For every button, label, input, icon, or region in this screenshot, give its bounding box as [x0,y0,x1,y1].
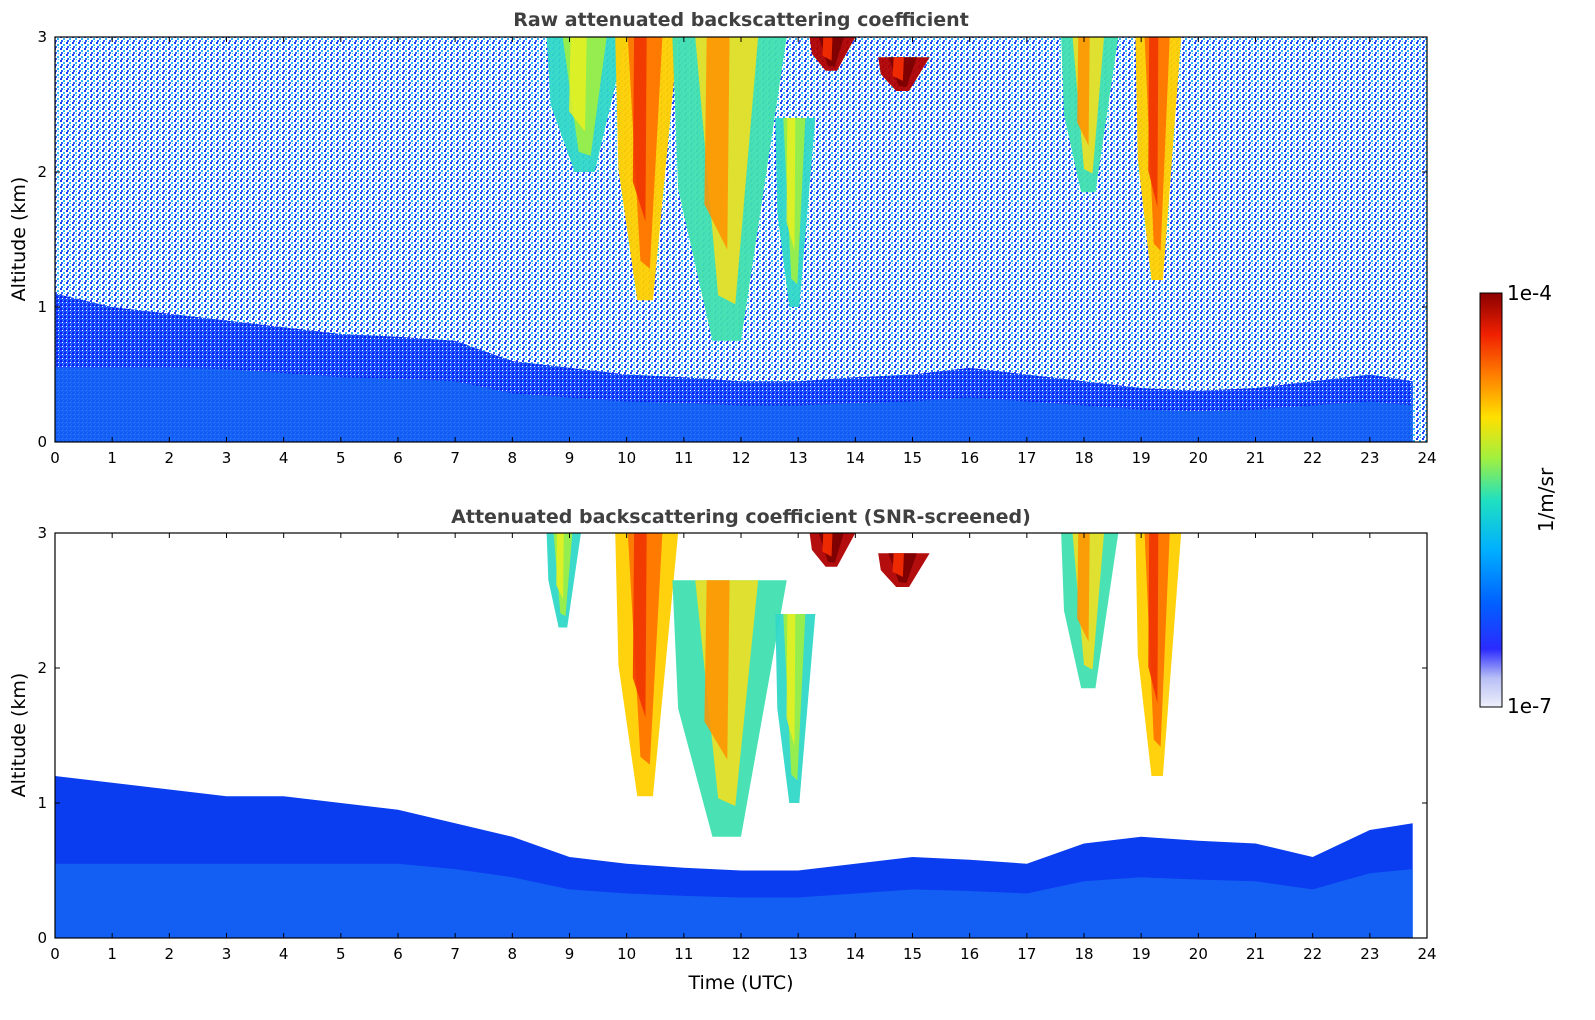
panel-title: Attenuated backscattering coefficient (S… [451,506,1031,528]
x-tick-label: 1 [107,449,117,467]
x-tick-label: 11 [674,945,693,963]
x-tick-label: 4 [279,945,289,963]
cloud-peak [569,37,587,132]
x-tick-label: 14 [846,945,865,963]
x-tick-label: 23 [1360,945,1379,963]
y-tick-label: 1 [37,298,47,316]
x-tick-label: 17 [1017,945,1036,963]
x-tick-label: 14 [846,449,865,467]
x-tick-label: 9 [565,945,575,963]
x-tick-label: 1 [107,945,117,963]
colorbar-unit-label: 1/m/sr [1534,467,1558,532]
colorbar-min-label: 1e-7 [1507,694,1552,718]
cloud-layer [546,533,1182,837]
snr-screened-panel: Attenuated backscattering coefficient (S… [8,506,1437,994]
x-tick-label: 17 [1017,449,1036,467]
x-tick-labels: 0 1 2 3 4 5 6 7 8 9 10 11 12 13 14 15 16 17 18 19 20 21 22 23 24 [50,533,1437,963]
cloud-peak [1148,37,1159,208]
cloud-peak [892,553,904,577]
x-tick-label: 7 [450,449,460,467]
boundary-layer [55,776,1413,938]
cloud-peak [1148,533,1159,704]
x-tick-label: 11 [674,449,693,467]
y-axis-label: Altitude (km) [8,673,30,798]
x-tick-label: 16 [960,449,979,467]
near-surface-layer [55,367,1413,442]
x-tick-label: 20 [1189,945,1208,963]
x-tick-label: 16 [960,945,979,963]
cloud-peak [822,533,833,557]
x-tick-label: 3 [222,449,232,467]
colorbar: 1e-4 1e-7 1/m/sr [1479,281,1558,718]
x-tick-label: 23 [1360,449,1379,467]
x-tick-label: 18 [1074,945,1093,963]
y-tick-label: 2 [37,163,47,181]
boundary-layer [55,293,1413,442]
x-tick-label: 13 [789,945,808,963]
cloud-peak [1077,37,1090,146]
x-tick-label: 8 [508,449,518,467]
plot-area [55,37,1427,442]
y-tick-label: 3 [37,28,47,46]
cloud-peak [1077,533,1090,642]
x-tick-label: 12 [731,945,750,963]
x-tick-label: 0 [50,449,60,467]
near-surface-layer [55,863,1413,938]
x-tick-label: 19 [1132,449,1151,467]
x-tick-label: 21 [1246,449,1265,467]
x-tick-labels: 0 1 2 3 4 5 6 7 8 9 10 11 12 13 14 15 16 17 18 19 20 21 22 23 24 [50,37,1437,467]
x-tick-label: 8 [508,945,518,963]
x-tick-label: 15 [903,945,922,963]
plot-area [55,533,1427,938]
x-tick-label: 0 [50,945,60,963]
raw-backscatter-panel: Raw attenuated backscattering coefficien… [8,9,1437,467]
x-tick-label: 6 [393,449,403,467]
colorbar-gradient [1479,292,1503,708]
cloud-peak [632,533,647,718]
y-tick-label: 3 [37,524,47,542]
y-tick-label: 2 [37,659,47,677]
x-tick-label: 20 [1189,449,1208,467]
cloud-peak [786,118,796,251]
cloud-peak [632,37,647,222]
cloud-peak [556,533,564,600]
x-tick-label: 2 [165,449,175,467]
x-tick-label: 24 [1417,449,1436,467]
x-axis-label: Time (UTC) [687,972,793,994]
colorbar-max-label: 1e-4 [1507,281,1552,305]
x-tick-label: 22 [1303,945,1322,963]
x-tick-label: 7 [450,945,460,963]
x-tick-label: 5 [336,449,346,467]
x-tick-label: 19 [1132,945,1151,963]
cloud-peak [704,37,730,250]
y-tick-labels: 0 1 2 3 [37,524,1427,947]
x-tick-label: 5 [336,945,346,963]
y-tick-label: 0 [37,433,47,451]
x-tick-label: 2 [165,945,175,963]
cloud-peak [822,37,833,61]
x-tick-label: 10 [617,449,636,467]
cloud-peak [786,614,796,747]
x-tick-label: 10 [617,945,636,963]
cloud-peak [892,57,904,81]
panel-title: Raw attenuated backscattering coefficien… [513,9,969,31]
y-tick-labels: 0 1 2 3 [37,28,1427,451]
x-tick-label: 18 [1074,449,1093,467]
x-tick-label: 15 [903,449,922,467]
x-tick-label: 13 [789,449,808,467]
y-axis-label: Altitude (km) [8,177,30,302]
x-tick-label: 6 [393,945,403,963]
cloud-peak [704,580,730,760]
x-tick-label: 21 [1246,945,1265,963]
y-tick-label: 0 [37,929,47,947]
x-tick-label: 22 [1303,449,1322,467]
x-tick-label: 12 [731,449,750,467]
cloud-layer [546,37,1182,341]
x-tick-label: 9 [565,449,575,467]
x-tick-label: 3 [222,945,232,963]
x-tick-label: 4 [279,449,289,467]
x-tick-label: 24 [1417,945,1436,963]
y-tick-label: 1 [37,794,47,812]
